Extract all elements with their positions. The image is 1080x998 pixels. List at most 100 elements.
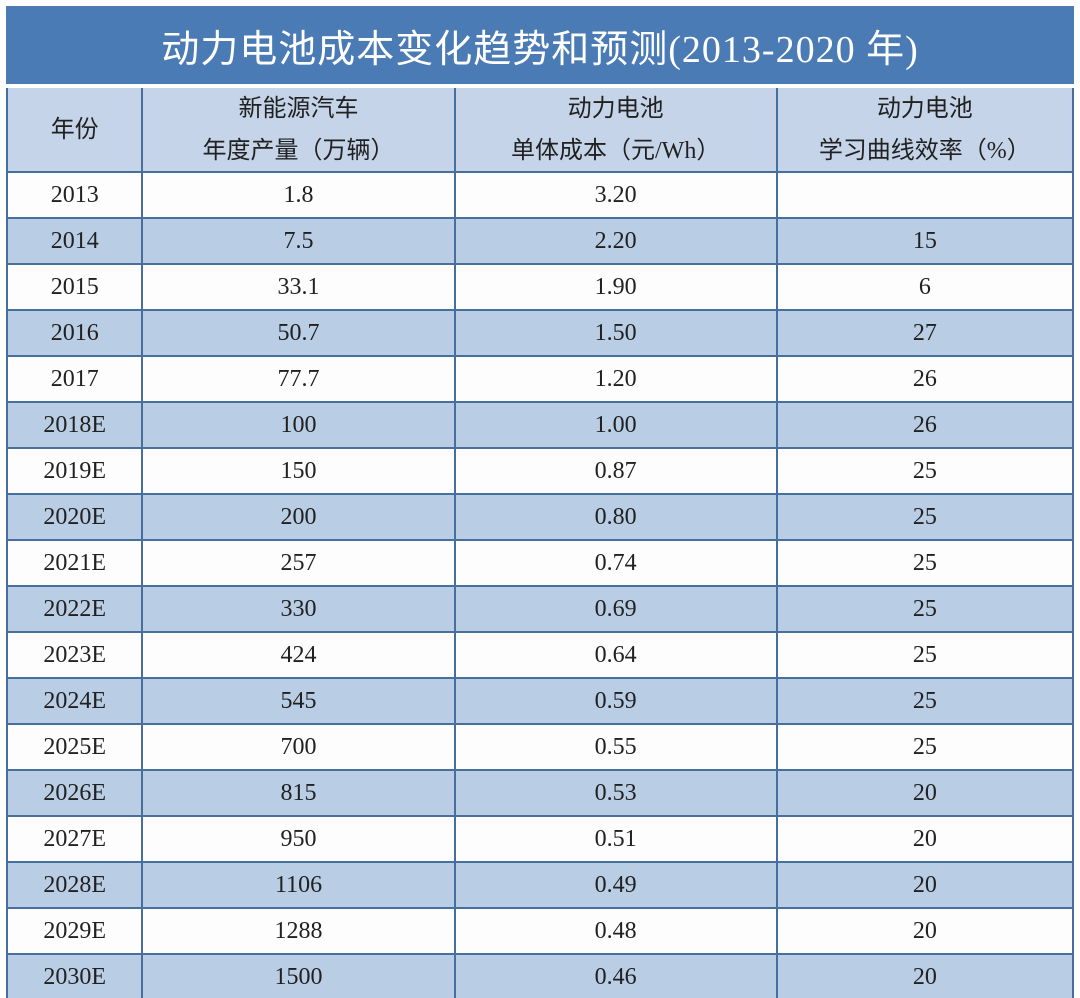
table-cell: 0.51	[453, 815, 778, 863]
table-cell: 26	[775, 401, 1075, 449]
table-row: 2021E 257 0.74 25	[5, 539, 1075, 587]
table-cell: 20	[775, 907, 1075, 955]
table-row: 2020E 200 0.80 25	[5, 493, 1075, 541]
table-cell: 2025E	[5, 723, 144, 771]
table-cell: 0.80	[453, 493, 778, 541]
table-row: 2018E 100 1.00 26	[5, 401, 1075, 449]
column-header-line: 学习曲线效率（%）	[818, 137, 1031, 164]
table-cell: 15	[775, 217, 1075, 265]
table-cell: 2024E	[5, 677, 144, 725]
table-row: 2027E 950 0.51 20	[5, 815, 1075, 863]
table-cell: 77.7	[141, 355, 456, 403]
table-cell: 2029E	[5, 907, 144, 955]
table-cell: 1.90	[453, 263, 778, 311]
table-cell: 27	[775, 309, 1075, 357]
table-title: 动力电池成本变化趋势和预测(2013-2020 年)	[6, 6, 1074, 84]
table-cell: 424	[141, 631, 456, 679]
column-header-line: 年份	[50, 116, 99, 143]
table-cell: 0.55	[453, 723, 778, 771]
table-cell: 2022E	[5, 585, 144, 633]
table-cell: 1.20	[453, 355, 778, 403]
table-cell: 3.20	[453, 171, 778, 219]
table-cell: 25	[775, 631, 1075, 679]
table-cell: 33.1	[141, 263, 456, 311]
column-header: 动力电池学习曲线效率（%）	[775, 88, 1075, 173]
table-cell: 2016	[5, 309, 144, 357]
column-header-line: 单体成本（元/Wh）	[511, 137, 721, 164]
table-row: 2017 77.7 1.20 26	[5, 355, 1075, 403]
column-header: 新能源汽车年度产量（万辆）	[141, 88, 456, 173]
table-cell: 0.64	[453, 631, 778, 679]
table-cell: 1106	[141, 861, 456, 909]
table-cell: 2023E	[5, 631, 144, 679]
table-cell: 25	[775, 723, 1075, 771]
table-cell: 1.8	[141, 171, 456, 219]
table-cell: 2018E	[5, 401, 144, 449]
table-row: 2029E 1288 0.48 20	[5, 907, 1075, 955]
column-header-line: 新能源汽车	[238, 95, 359, 122]
column-header: 动力电池单体成本（元/Wh）	[453, 88, 778, 173]
table-cell: 20	[775, 861, 1075, 909]
table-cell: 2021E	[5, 539, 144, 587]
table-cell: 1500	[141, 953, 456, 998]
table-cell: 50.7	[141, 309, 456, 357]
table-cell: 815	[141, 769, 456, 817]
table-row: 2025E 700 0.55 25	[5, 723, 1075, 771]
table-cell: 1288	[141, 907, 456, 955]
table-cell: 25	[775, 539, 1075, 587]
column-header-line: 动力电池	[567, 95, 664, 122]
table-cell: 25	[775, 677, 1075, 725]
table-cell: 20	[775, 953, 1075, 998]
table-cell: 6	[775, 263, 1075, 311]
table-cell: 950	[141, 815, 456, 863]
table-cell: 20	[775, 815, 1075, 863]
table-cell: 2013	[5, 171, 144, 219]
battery-cost-table: 年份 新能源汽车 年度产量（万辆） 动力电池 单体成本（元/Wh） 动力电池 学习曲线效率（…	[5, 88, 1075, 998]
table-cell: 25	[775, 447, 1075, 495]
table-cell: 7.5	[141, 217, 456, 265]
table-cell: 2027E	[5, 815, 144, 863]
table-row: 2023E 424 0.64 25	[5, 631, 1075, 679]
table-cell: 0.69	[453, 585, 778, 633]
table-row: 2028E 1106 0.49 20	[5, 861, 1075, 909]
table-cell: 25	[775, 493, 1075, 541]
table-cell: 100	[141, 401, 456, 449]
table-cell: 700	[141, 723, 456, 771]
column-header-line: 动力电池	[876, 95, 973, 122]
table-cell: 2.20	[453, 217, 778, 265]
table-row: 2016 50.7 1.50 27	[5, 309, 1075, 357]
table-cell: 0.74	[453, 539, 778, 587]
table-cell: 200	[141, 493, 456, 541]
table-cell: 20	[775, 769, 1075, 817]
table-cell: 2020E	[5, 493, 144, 541]
table-cell: 150	[141, 447, 456, 495]
table-cell: 25	[775, 585, 1075, 633]
table-cell	[775, 171, 1075, 219]
table-row: 2030E 1500 0.46 20	[5, 953, 1075, 998]
table-body: 2013 1.8 3.20 2014 7.5 2.20 15 2015 33.1 1.90 6 201…	[5, 171, 1075, 998]
table-cell: 2014	[5, 217, 144, 265]
table-cell: 0.46	[453, 953, 778, 998]
table-cell: 0.87	[453, 447, 778, 495]
table-cell: 2019E	[5, 447, 144, 495]
table-row: 2014 7.5 2.20 15	[5, 217, 1075, 265]
table-row: 2015 33.1 1.90 6	[5, 263, 1075, 311]
table-cell: 0.49	[453, 861, 778, 909]
table-cell: 0.59	[453, 677, 778, 725]
table-cell: 2026E	[5, 769, 144, 817]
header-row: 年份 新能源汽车 年度产量（万辆） 动力电池 单体成本（元/Wh） 动力电池 学习曲线效率（…	[5, 88, 1075, 173]
table-row: 2024E 545 0.59 25	[5, 677, 1075, 725]
table-cell: 2017	[5, 355, 144, 403]
table-cell: 2030E	[5, 953, 144, 998]
table-cell: 26	[775, 355, 1075, 403]
table-cell: 257	[141, 539, 456, 587]
table-row: 2019E 150 0.87 25	[5, 447, 1075, 495]
table-cell: 330	[141, 585, 456, 633]
table-cell: 0.53	[453, 769, 778, 817]
column-header: 年份	[5, 88, 144, 173]
table-row: 2022E 330 0.69 25	[5, 585, 1075, 633]
table-row: 2013 1.8 3.20	[5, 171, 1075, 219]
table-cell: 2015	[5, 263, 144, 311]
column-header-line: 年度产量（万辆）	[202, 137, 395, 164]
